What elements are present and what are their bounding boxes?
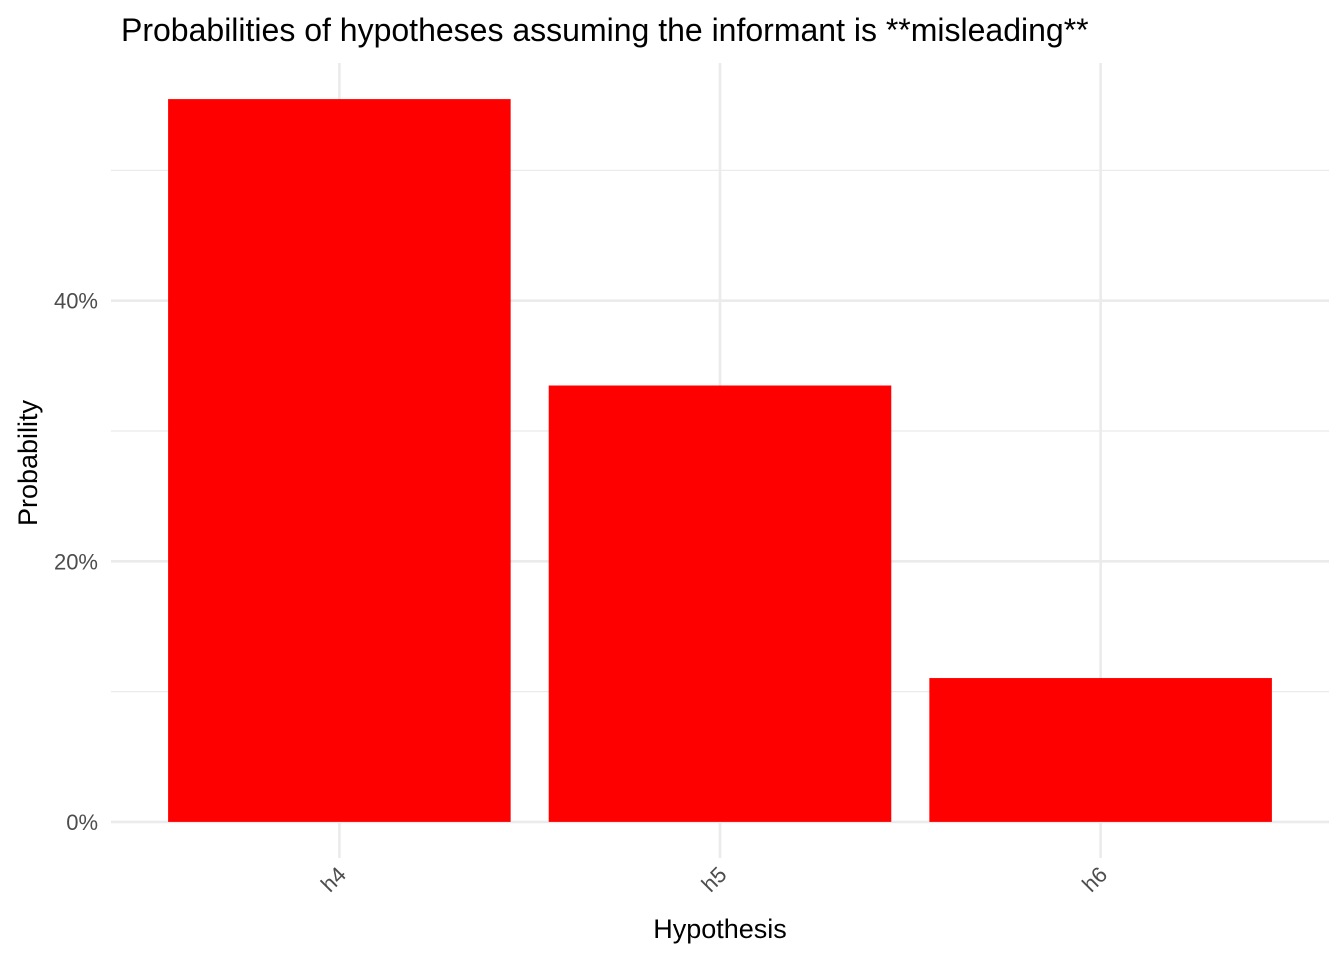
x-axis-ticks: h4 h5 h6 [316,862,1112,897]
x-tick-label: h6 [1077,862,1112,897]
y-axis-ticks: 0% 20% 40% [54,289,98,835]
bar-h4 [168,99,511,822]
x-tick-label: h4 [316,862,351,897]
x-tick-label: h5 [697,862,732,897]
y-axis-title: Probability [13,399,43,526]
y-tick-label: 20% [54,549,98,574]
y-tick-label: 0% [66,810,98,835]
y-tick-label: 40% [54,289,98,314]
bars [168,99,1272,822]
bar-h5 [548,385,892,822]
chart-title: Probabilities of hypotheses assuming the… [121,12,1089,48]
x-axis-title: Hypothesis [653,914,787,944]
bar-h6 [929,678,1272,822]
